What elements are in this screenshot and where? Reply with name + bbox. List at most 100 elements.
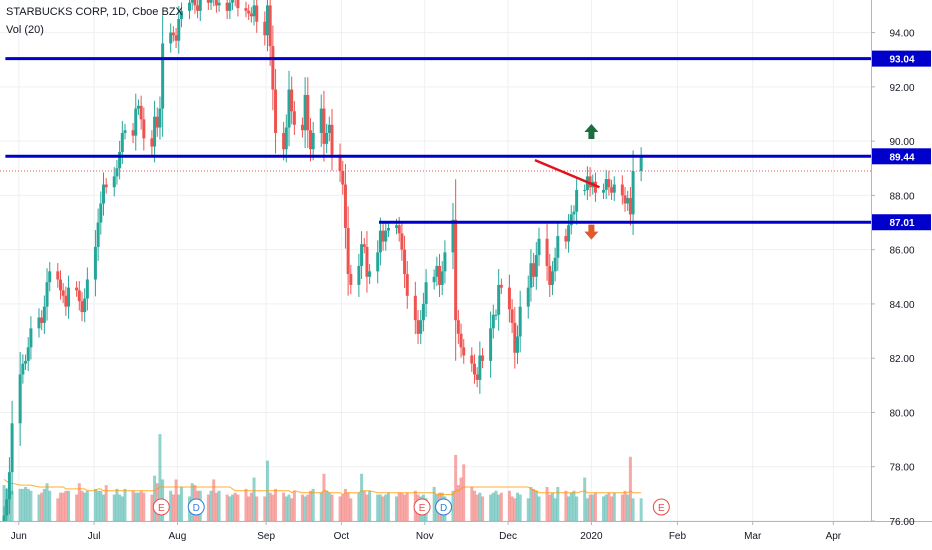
candle-body — [602, 189, 606, 193]
earnings-event-marker[interactable]: E — [152, 498, 170, 516]
earnings-event-marker[interactable]: E — [652, 498, 670, 516]
candle-body — [244, 8, 248, 11]
dividend-event-marker[interactable]: D — [187, 498, 205, 516]
candle-body — [56, 271, 60, 280]
candle-body — [284, 127, 288, 150]
candle-body — [365, 246, 369, 277]
candle-body — [61, 290, 65, 296]
candle-body — [419, 320, 423, 334]
candle — [470, 347, 474, 372]
level-price-label: 87.01 — [889, 218, 914, 229]
candle-body — [556, 236, 560, 258]
event-circle — [435, 498, 453, 516]
candle — [338, 143, 342, 183]
candle-body — [83, 298, 87, 313]
candle — [193, 0, 197, 14]
candle-body — [432, 276, 436, 283]
candle — [451, 202, 455, 270]
candle-body — [330, 124, 334, 155]
candle-body — [7, 472, 11, 500]
candle — [360, 231, 364, 279]
candle — [322, 90, 326, 162]
earnings-event-marker[interactable]: E — [413, 498, 431, 516]
volume-bar — [623, 490, 627, 521]
event-circle — [652, 498, 670, 516]
volume-bar — [104, 485, 108, 521]
candle — [623, 187, 627, 212]
candle-body — [376, 252, 380, 272]
candle-body — [228, 2, 232, 11]
volume-bar — [583, 477, 587, 521]
candle — [188, 0, 192, 20]
candle — [494, 309, 498, 321]
volume-bar — [153, 475, 157, 521]
candle — [567, 214, 571, 253]
level-price-label-bg — [872, 148, 931, 165]
candle — [249, 7, 253, 23]
candle — [24, 354, 28, 370]
volume-bar — [271, 494, 275, 521]
chart-title: STARBUCKS CORP, 1D, Cboe BZX — [6, 6, 183, 18]
candle — [378, 217, 382, 266]
volume-bar — [507, 490, 511, 521]
event-circle — [413, 498, 431, 516]
volume-bar — [287, 494, 291, 521]
candle — [18, 351, 22, 446]
trendline[interactable] — [534, 158, 600, 189]
candle-body — [537, 238, 541, 256]
candle-body — [451, 219, 455, 253]
candle — [150, 130, 154, 155]
volume-bar — [550, 492, 554, 521]
candle — [602, 183, 606, 200]
volume-bar — [456, 485, 460, 521]
candle — [206, 0, 210, 11]
volume-bar — [400, 492, 404, 521]
volume-bar — [604, 494, 608, 521]
candle-body — [593, 181, 597, 193]
volume-bar — [610, 496, 614, 521]
level-price-label: 89.44 — [889, 152, 914, 163]
time-axis-bg — [0, 521, 932, 550]
volume-bar — [214, 492, 218, 521]
level-price-label: 93.04 — [889, 55, 914, 66]
volume-bar — [639, 498, 643, 521]
x-tick-label: Feb — [669, 531, 687, 542]
candle-body — [58, 279, 62, 291]
candle-body — [104, 184, 108, 188]
volume-bar — [545, 487, 549, 521]
volume-bar — [18, 488, 22, 521]
volume-bar — [303, 496, 307, 521]
candle — [362, 237, 366, 254]
candle — [75, 281, 79, 297]
candle — [604, 169, 608, 200]
candle-body — [136, 105, 140, 109]
volume-bar — [381, 496, 385, 521]
volume-bar — [139, 490, 143, 521]
candle — [104, 178, 108, 194]
candle-body — [10, 423, 14, 473]
dividend-event-marker[interactable]: D — [435, 498, 453, 516]
volume-bar — [491, 492, 495, 521]
candle — [515, 325, 519, 364]
candle — [198, 0, 202, 22]
candle — [610, 179, 614, 200]
candle-body — [96, 222, 100, 247]
candle-body — [120, 132, 124, 152]
volume-bar — [537, 496, 541, 521]
candle-body — [37, 317, 41, 329]
candle — [459, 323, 463, 358]
candle-body — [225, 2, 229, 11]
candle — [507, 274, 511, 323]
candle-body — [443, 252, 447, 272]
candle — [564, 228, 568, 249]
event-label: D — [193, 503, 200, 514]
candle — [234, 0, 236, 7]
candle — [85, 267, 89, 311]
candle — [357, 253, 361, 297]
candle — [481, 348, 485, 369]
candle-body — [306, 94, 310, 131]
volume-bar — [357, 492, 361, 521]
candle — [21, 354, 25, 384]
